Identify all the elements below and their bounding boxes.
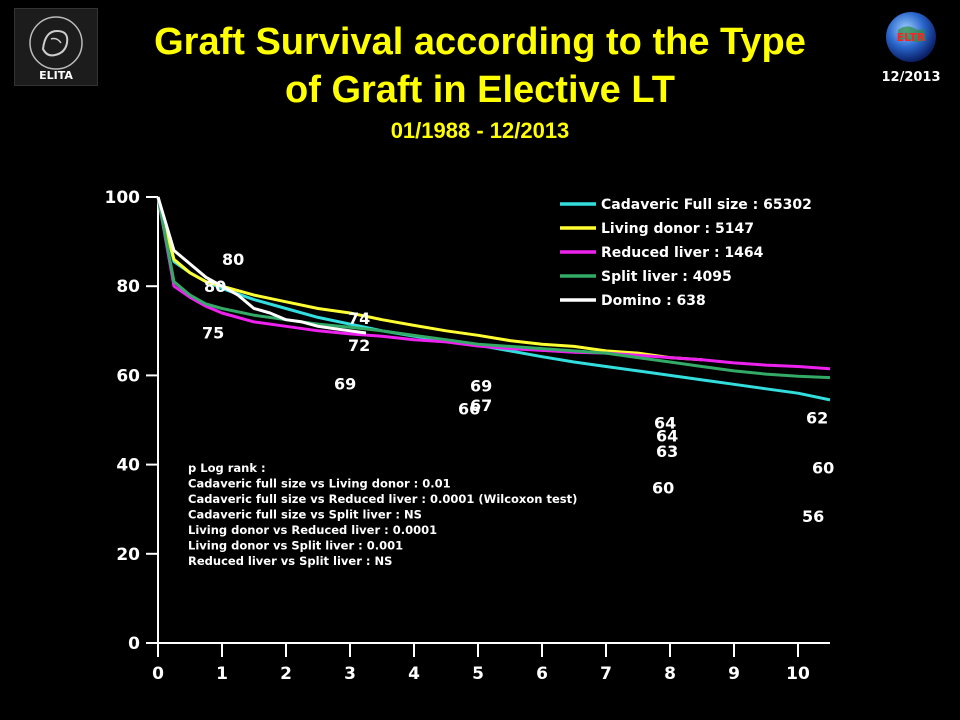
x-tick-label: 4 [408,664,420,684]
legend-label: Domino : 638 [601,293,706,309]
data-label: 63 [656,442,678,461]
data-label: 64 [656,427,678,446]
data-label: 69 [334,374,356,393]
data-label: 56 [802,507,824,526]
legend-label: Reduced liver : 1464 [601,245,764,261]
series-line-3 [156,196,831,380]
elita-logo: ELITA [14,8,98,86]
annotation-line: Reduced liver vs Split liver : NS [188,554,392,568]
chart-series [156,196,831,402]
x-tick-label: 9 [728,664,740,684]
annotation-line: Living donor vs Reduced liver : 0.0001 [188,523,437,537]
annotation-line: Cadaveric full size vs Reduced liver : 0… [188,492,577,506]
logo-left-text: ELITA [39,69,73,82]
data-label: 69 [470,376,492,395]
data-label: 66 [458,400,480,419]
chart-legend: Cadaveric Full size : 65302 Living donor … [560,197,812,309]
y-tick-label: 60 [116,366,140,386]
data-label: 75 [202,324,224,343]
data-label: 80 [204,277,226,296]
legend-label: Split liver : 4095 [601,269,732,285]
series-line-2 [156,196,831,371]
page-subtitle: 01/1988 - 12/2013 [390,118,570,143]
data-label: 72 [348,336,370,355]
x-tick-label: 5 [472,664,484,684]
date-tag: 12/2013 [881,70,941,85]
y-tick-label: 80 [116,277,140,297]
elita-logo-icon: ELITA [29,16,83,82]
chart-annotation: p Log rank : Cadaveric full size vs Livin… [188,461,577,568]
logo-right-text: ELTR [897,31,926,44]
title-line-2: of Graft in Elective LT [285,69,675,111]
page-title: Graft Survival according to the Type of … [100,18,860,114]
eltr-logo: ELTR [884,10,938,64]
x-tick-label: 3 [344,664,356,684]
data-label: 74 [348,309,370,328]
data-label: 67 [470,396,492,415]
annotation-line: Cadaveric full size vs Living donor : 0.… [188,477,451,491]
y-tick-label: 100 [105,188,141,208]
x-tick-label: 10 [786,664,810,684]
x-tick-label: 2 [280,664,292,684]
annotation-line: p Log rank : [188,461,266,475]
y-tick-label: 40 [116,456,140,476]
x-tick-label: 7 [600,664,612,684]
data-label: 62 [806,408,828,427]
data-label: 60 [652,478,674,497]
data-label: 64 [654,414,676,433]
title-line-1: Graft Survival according to the Type [154,21,806,63]
x-tick-label: 6 [536,664,548,684]
legend-label: Cadaveric Full size : 65302 [601,197,812,213]
x-tick-label: 1 [216,664,228,684]
globe-icon: ELTR [886,12,936,62]
legend-label: Living donor : 5147 [601,221,754,237]
series-line-4 [156,196,367,335]
x-tick-label: 8 [664,664,676,684]
y-tick-label: 20 [116,545,140,565]
annotation-line: Living donor vs Split liver : 0.001 [188,539,403,553]
annotation-line: Cadaveric full size vs Split liver : NS [188,508,422,522]
y-tick-label: 0 [128,634,140,654]
x-tick-label: 0 [152,664,164,684]
data-label: 80 [222,250,244,269]
series-line-1 [156,196,703,362]
data-label: 60 [812,458,834,477]
